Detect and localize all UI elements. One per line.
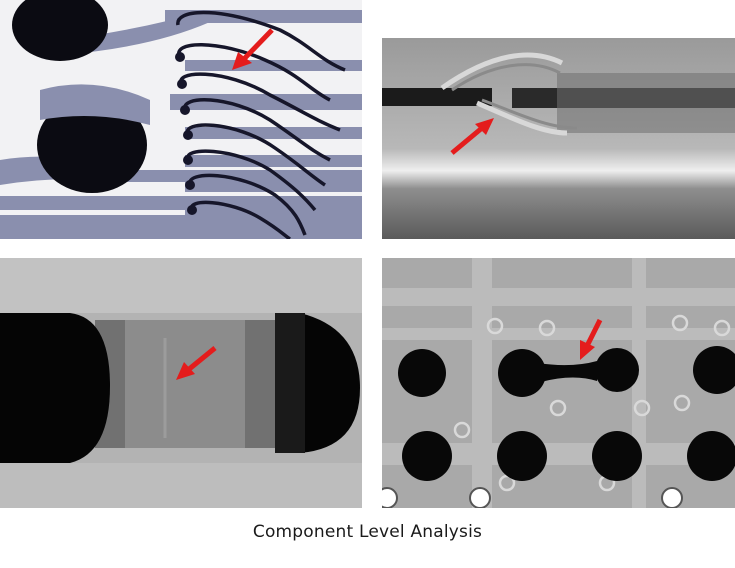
figure-caption: Component Level Analysis — [252, 522, 483, 542]
red-arrow-icon — [450, 118, 494, 155]
solder-joint-void-xray-image — [0, 258, 362, 508]
red-arrow-icon — [232, 28, 274, 70]
bond-wire-xray-image — [0, 0, 362, 239]
red-arrow-icon — [176, 346, 217, 380]
red-arrow-icon — [580, 318, 603, 360]
bga-solder-bridge-xray-image — [382, 258, 735, 508]
wire-bond-side-xray-image — [382, 38, 735, 239]
